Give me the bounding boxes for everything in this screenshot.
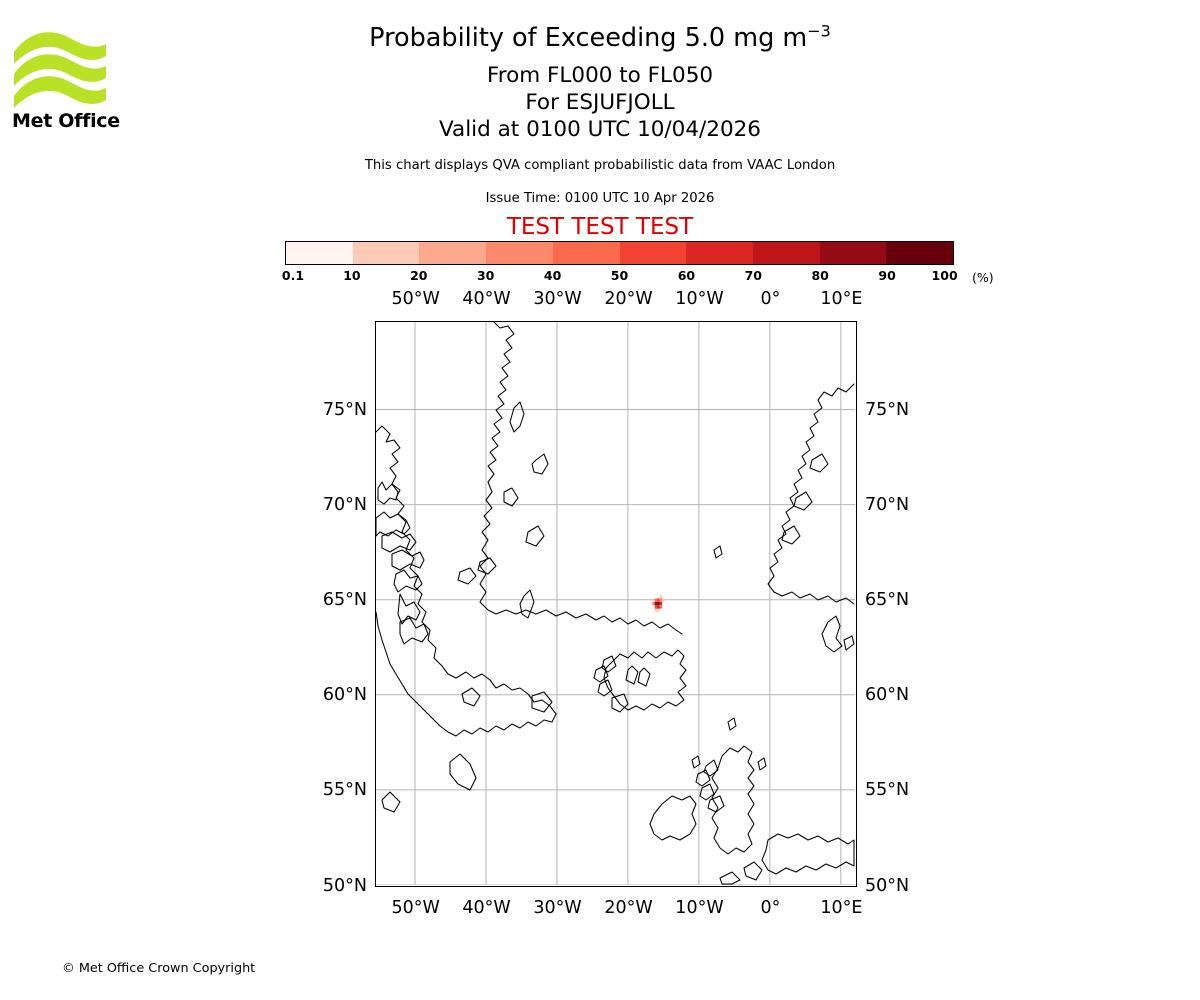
map-canvas [376,322,855,885]
met-office-wordmark: Met Office [12,110,120,132]
ash-cell [662,598,665,602]
lon-tick-label: 10°E [820,898,863,918]
lon-tick-label: 40°W [462,289,511,309]
colorbar-tick-labels: 0.1 10 20 30 40 50 60 70 80 90 100 [281,268,958,286]
lat-tick-label: 70°N [322,495,367,516]
lat-tick-label: 60°N [865,685,910,706]
met-office-logo: Met Office [12,22,120,132]
colorbar-tick-40: 40 [543,268,562,283]
colorbar-tick-30: 30 [476,268,495,283]
lon-tick-label: 10°W [675,898,724,918]
probability-colorbar [285,241,954,265]
lon-tick-label: 20°W [604,289,653,309]
ash-cell [654,601,658,606]
colorbar-tick-80: 80 [811,268,829,283]
colorbar-gradient [285,241,954,265]
met-office-waves-icon [14,32,106,108]
colorbar-band-8 [819,242,887,264]
lon-tick-label: 20°W [604,898,653,918]
colorbar-tick-10: 10 [343,268,361,283]
colorbar-band-9 [886,242,954,264]
lat-tick-label: 75°N [865,400,910,421]
lat-tick-label: 70°N [865,495,910,516]
colorbar-tick-70: 70 [744,268,762,283]
lat-tick-label: 55°N [322,780,367,801]
colorbar-band-3 [486,242,553,264]
ash-cell [657,601,660,606]
colorbar-tick-50: 50 [610,268,629,283]
ash-probability-cells [652,595,665,612]
colorbar-band-5 [619,242,687,264]
lon-tick-label: 0° [760,898,781,918]
map-gridlines [376,322,855,885]
colorbar-tick-100: 100 [931,268,958,283]
colorbar-tick-20: 20 [410,268,428,283]
lat-tick-label: 55°N [865,780,910,801]
lon-tick-label: 40°W [462,898,511,918]
page-title: Probability of Exceeding 5.0 mg m−3 [0,21,1200,53]
ash-cell [657,608,660,612]
copyright-notice: © Met Office Crown Copyright [62,961,256,976]
ash-cell [652,601,655,606]
colorbar-band-1 [352,242,420,264]
lon-tick-label: 0° [760,289,781,309]
colorbar-band-4 [552,242,620,264]
coastlines [376,322,855,885]
ash-cell [654,598,658,602]
ash-cell [659,605,663,609]
lat-tick-label: 65°N [322,590,367,611]
ash-cell [657,598,660,602]
ash-cell [662,595,665,599]
lon-tick-label: 30°W [533,289,582,309]
ash-cell [654,605,658,609]
lat-tick-label: 65°N [865,590,910,611]
issue-time-line: Issue Time: 0100 UTC 10 Apr 2026 [485,191,715,206]
lon-tick-label: 50°W [391,898,440,918]
colorbar-band-2 [419,242,487,264]
qva-compliance-note: This chart displays QVA compliant probab… [364,158,836,173]
lon-tick-label: 50°W [391,289,440,309]
colorbar-band-6 [686,242,753,264]
page-title-text: Probability of Exceeding 5.0 mg m [369,23,808,53]
ash-cell [657,605,660,609]
colorbar-tick-90: 90 [878,268,896,283]
ash-cell [659,601,663,606]
map-panel[interactable] [375,321,857,887]
flight-level-line: From FL000 to FL050 [486,63,714,88]
colorbar-tick-0.1: 0.1 [281,268,305,283]
valid-time-line: Valid at 0100 UTC 10/04/2026 [438,117,761,142]
ash-cell [659,598,663,602]
lat-tick-label: 60°N [322,685,367,706]
page-title-exponent: −3 [807,21,831,41]
lon-tick-label: 10°W [675,289,724,309]
colorbar-unit-label: (%) [972,270,994,285]
colorbar-band-7 [752,242,820,264]
lon-tick-label: 10°E [820,289,863,309]
colorbar-tick-60: 60 [677,268,696,283]
volcano-name-line: For ESJUFJOLL [525,90,675,115]
colorbar-band-0 [286,242,353,264]
test-banner: TEST TEST TEST [506,214,694,240]
lat-tick-label: 75°N [322,400,367,421]
ash-cell [659,595,663,599]
ash-cell [654,608,658,612]
lat-tick-label: 50°N [865,875,910,896]
lat-tick-label: 50°N [322,875,367,896]
lon-tick-label: 30°W [533,898,582,918]
